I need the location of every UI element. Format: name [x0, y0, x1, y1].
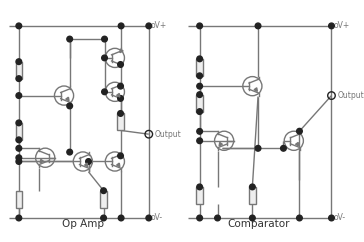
Circle shape	[197, 215, 202, 221]
Text: Op Amp: Op Amp	[62, 219, 104, 229]
Bar	[196, 95, 203, 112]
Text: oV+: oV+	[151, 21, 167, 30]
Text: oV+: oV+	[333, 21, 349, 30]
Circle shape	[329, 23, 334, 29]
Text: oV-: oV-	[333, 213, 345, 222]
Polygon shape	[84, 163, 88, 167]
Bar	[249, 187, 256, 204]
Circle shape	[86, 159, 91, 164]
Circle shape	[101, 188, 106, 194]
Bar	[117, 113, 124, 130]
Circle shape	[118, 83, 123, 89]
Circle shape	[197, 129, 202, 134]
Circle shape	[197, 83, 202, 89]
Bar	[16, 191, 22, 208]
Circle shape	[197, 56, 202, 62]
Circle shape	[16, 137, 22, 143]
Bar	[16, 62, 22, 79]
Circle shape	[297, 128, 302, 134]
Bar	[196, 187, 203, 204]
Circle shape	[16, 59, 22, 65]
Circle shape	[102, 89, 107, 95]
Text: Comparator: Comparator	[228, 219, 290, 229]
Bar	[100, 191, 107, 208]
Circle shape	[215, 215, 220, 221]
Circle shape	[197, 73, 202, 79]
Polygon shape	[254, 88, 257, 91]
Circle shape	[102, 55, 107, 61]
Circle shape	[118, 215, 124, 221]
Text: Output: Output	[154, 130, 181, 139]
Text: Output: Output	[337, 91, 364, 100]
Circle shape	[16, 120, 22, 126]
Circle shape	[250, 215, 255, 221]
Polygon shape	[296, 142, 299, 146]
Circle shape	[197, 23, 202, 29]
Circle shape	[16, 93, 22, 98]
Bar	[196, 59, 203, 76]
Circle shape	[281, 145, 286, 151]
Circle shape	[329, 215, 334, 221]
Circle shape	[67, 103, 72, 109]
Circle shape	[197, 92, 202, 98]
Circle shape	[197, 184, 202, 190]
Text: oV-: oV-	[151, 213, 163, 222]
Circle shape	[67, 36, 72, 42]
Circle shape	[250, 184, 255, 190]
Circle shape	[255, 23, 261, 29]
Circle shape	[16, 155, 22, 160]
Circle shape	[197, 109, 202, 114]
Circle shape	[118, 96, 123, 101]
Circle shape	[255, 145, 261, 151]
Circle shape	[102, 36, 107, 42]
Circle shape	[118, 111, 123, 116]
Circle shape	[297, 215, 302, 221]
Circle shape	[16, 23, 22, 29]
Circle shape	[118, 23, 124, 29]
Circle shape	[118, 153, 123, 159]
Bar	[16, 123, 22, 140]
Polygon shape	[116, 93, 120, 97]
Polygon shape	[66, 97, 69, 101]
Circle shape	[16, 145, 22, 151]
Circle shape	[146, 23, 152, 29]
Circle shape	[101, 215, 106, 221]
Circle shape	[197, 138, 202, 144]
Circle shape	[67, 149, 72, 155]
Circle shape	[16, 76, 22, 82]
Circle shape	[146, 215, 152, 221]
Circle shape	[16, 159, 22, 164]
Circle shape	[16, 215, 22, 221]
Polygon shape	[40, 159, 43, 163]
Polygon shape	[116, 163, 120, 167]
Polygon shape	[219, 142, 222, 146]
Circle shape	[118, 62, 123, 67]
Polygon shape	[120, 49, 123, 53]
